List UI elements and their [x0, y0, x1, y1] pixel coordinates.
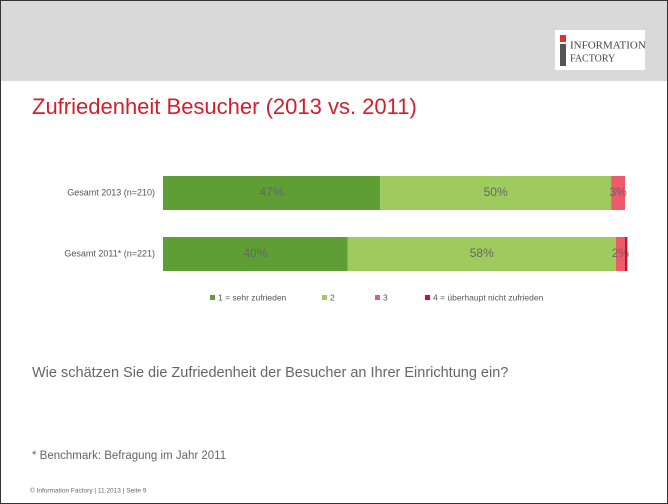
logo-text: FACTORY — [570, 53, 615, 64]
value-label: 3% — [609, 185, 627, 199]
footnote: * Benchmark: Befragung im Jahr 2011 — [32, 450, 226, 462]
value-label: 2% — [612, 246, 630, 260]
logo-box — [555, 30, 645, 70]
logo-dot — [560, 35, 566, 42]
category-label: Gesamt 2013 (n=210) — [67, 187, 155, 197]
logo-bar — [560, 44, 566, 66]
bar-segment — [347, 237, 616, 271]
bar-segment — [380, 176, 612, 210]
legend-label: 3 — [383, 292, 388, 302]
legend-swatch — [210, 295, 215, 300]
slide-title: Zufriedenheit Besucher (2013 vs. 2011) — [32, 94, 417, 119]
question: Wie schätzen Sie die Zufriedenheit der B… — [32, 365, 508, 381]
logo-text: INFORMATION — [570, 40, 646, 52]
value-label: 47% — [260, 185, 284, 199]
legend-swatch — [322, 295, 327, 300]
legend-swatch — [375, 295, 380, 300]
bar-segment — [163, 176, 381, 210]
bar-segment — [611, 176, 625, 210]
value-label: 50% — [484, 185, 508, 199]
value-label: 40% — [243, 246, 267, 260]
legend-label: 2 — [330, 292, 335, 302]
bar-segment — [625, 237, 628, 271]
legend-label: 1 = sehr zufrieden — [218, 292, 287, 302]
category-label: Gesamt 2011* (n=221) — [64, 248, 155, 258]
legend-swatch — [425, 295, 430, 300]
value-label: 58% — [470, 246, 494, 260]
legend-label: 4 = überhaupt nicht zufrieden — [433, 292, 544, 302]
footer: © Information Factory | 11.2013 | Seite … — [30, 487, 147, 495]
bar-segment — [615, 237, 625, 271]
bar-segment — [163, 237, 348, 271]
